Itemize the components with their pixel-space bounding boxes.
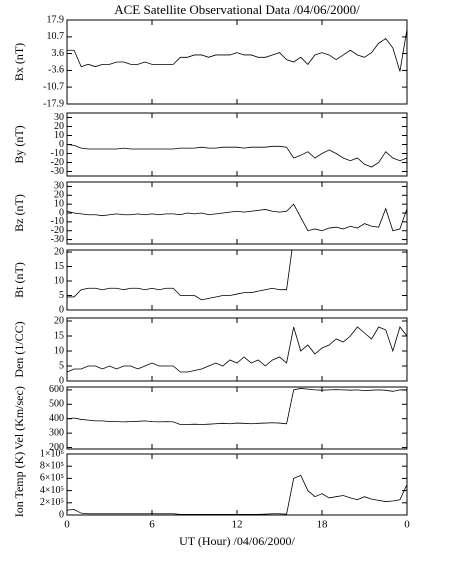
y-tick-label: 20	[54, 315, 64, 326]
x-tick-label: 0	[64, 519, 70, 531]
y-tick-label: 5	[59, 290, 64, 301]
chart-title: ACE Satellite Observational Data /04/06/…	[114, 2, 360, 17]
y-tick-label: 30	[54, 181, 64, 192]
panel-frame	[66, 181, 408, 245]
y-tick-label: -10	[51, 148, 64, 159]
y-tick-label: -10.7	[43, 81, 64, 92]
y-tick-label: 20	[54, 121, 64, 132]
x-tick-label: 6	[149, 519, 155, 531]
y-tick-label: 200	[49, 442, 64, 453]
data-line	[67, 144, 407, 168]
y-axis-label: Bt (nT)	[12, 262, 26, 298]
y-tick-label: 10	[54, 130, 64, 141]
panel-frame	[66, 317, 408, 382]
y-tick-label: 2×10⁵	[40, 497, 64, 508]
y-tick-label: 6×10⁵	[40, 473, 64, 484]
y-tick-label: 0	[59, 509, 64, 520]
data-line	[67, 326, 407, 373]
y-tick-label: 0	[59, 139, 64, 150]
y-tick-label: 300	[49, 427, 64, 438]
y-axis-label: Bz (nT)	[12, 194, 26, 232]
y-tick-label: 17.9	[47, 14, 65, 25]
y-tick-label: 500	[49, 399, 64, 410]
y-axis-label: Ion Temp (K)	[12, 452, 26, 518]
y-tick-label: 0	[59, 375, 64, 386]
panel-frame	[66, 453, 408, 516]
data-line	[67, 474, 407, 515]
y-tick-label: 600	[49, 384, 64, 395]
x-tick-label: 0	[404, 519, 410, 531]
y-tick-label: 20	[54, 246, 64, 257]
x-axis-label: UT (Hour) /04/06/2000/	[179, 534, 295, 548]
y-tick-label: -30	[51, 166, 64, 177]
data-line	[67, 388, 407, 425]
y-tick-label: 30	[54, 112, 64, 123]
data-line	[67, 250, 293, 301]
y-tick-label: 10	[54, 345, 64, 356]
y-tick-label: 10.7	[47, 31, 65, 42]
y-tick-label: 15	[54, 330, 64, 341]
y-tick-label: -17.9	[43, 98, 64, 109]
y-tick-label: -30	[51, 234, 64, 245]
y-tick-label: -3.6	[48, 65, 64, 76]
y-tick-label: 5	[59, 360, 64, 371]
y-axis-label: Bx (nT)	[12, 43, 26, 81]
y-tick-label: 0	[59, 207, 64, 218]
y-tick-label: 10	[54, 198, 64, 209]
y-tick-label: 20	[54, 190, 64, 201]
x-tick-label: 18	[317, 519, 329, 531]
panel-frame	[66, 249, 408, 311]
panel-frame	[66, 112, 408, 177]
y-tick-label: 400	[49, 413, 64, 424]
y-tick-label: -20	[51, 225, 64, 236]
y-axis-label: By (nT)	[12, 125, 26, 163]
y-axis-label: Vel (Km/sec)	[12, 386, 26, 450]
y-axis-label: Den (1/CC)	[12, 321, 26, 377]
panel-frame	[66, 386, 408, 450]
x-tick-label: 12	[232, 519, 243, 531]
data-line	[67, 29, 407, 72]
y-tick-label: 15	[54, 261, 64, 272]
y-tick-label: 3.6	[52, 48, 65, 59]
y-tick-label: -20	[51, 157, 64, 168]
y-tick-label: 4×10⁵	[40, 485, 64, 496]
y-tick-label: 8×10⁵	[40, 460, 64, 471]
y-tick-label: 1×10⁶	[40, 448, 65, 459]
data-line	[67, 203, 407, 232]
y-tick-label: 0	[59, 304, 64, 315]
y-tick-label: -10	[51, 216, 64, 227]
y-tick-label: 10	[54, 275, 64, 286]
